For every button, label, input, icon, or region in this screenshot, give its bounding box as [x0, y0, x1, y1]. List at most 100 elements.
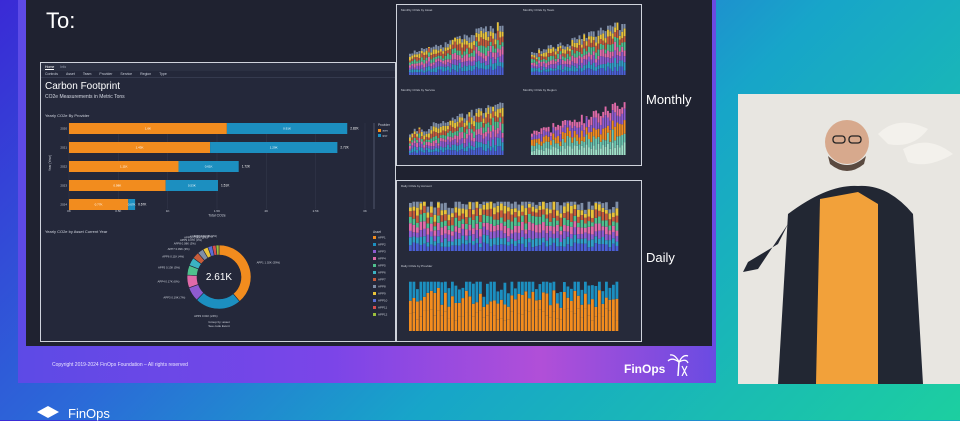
- thumb-bar-segment: [588, 132, 590, 139]
- thumb-bar-segment: [416, 223, 419, 228]
- thumb-bar-segment: [617, 145, 619, 155]
- thumb-bar-segment: [476, 41, 478, 46]
- thumb-bar-segment: [438, 129, 440, 134]
- yearly-co2e-by-asset-chart: APP1 1.02K (39%)APP2 0.61K (24%)APP3 0.1…: [47, 227, 391, 339]
- thumb-bar-segment: [416, 202, 419, 208]
- thumb-bar-segment: [614, 58, 616, 67]
- thumb-bar-segment: [605, 53, 607, 57]
- thumb-bar-segment: [499, 62, 501, 66]
- thumb-bar-segment: [500, 300, 503, 319]
- thumb-bar-segment: [416, 137, 418, 140]
- thumb-bar-segment: [430, 149, 432, 152]
- thumb-bar-segment: [593, 47, 595, 51]
- filter-asset[interactable]: Asset: [66, 72, 75, 76]
- monthly-asset-title: Monthly CO2e by Asset: [401, 8, 432, 12]
- thumb-bar-segment: [452, 118, 454, 121]
- thumb-bar-segment: [607, 133, 609, 144]
- thumb-bar-segment: [471, 124, 473, 129]
- thumb-bar-segment: [427, 247, 430, 251]
- thumb-bar-segment: [419, 51, 421, 54]
- thumb-bar-segment: [437, 216, 440, 223]
- thumb-bar-segment: [464, 118, 466, 122]
- thumb-bar-segment: [421, 148, 423, 152]
- thumb-bar-segment: [495, 44, 497, 48]
- thumb-bar-segment: [511, 204, 514, 209]
- filter-team[interactable]: Team: [83, 72, 92, 76]
- thumb-bar-segment: [411, 142, 413, 145]
- thumb-bar-segment: [617, 23, 619, 31]
- thumb-bar-segment: [621, 38, 623, 42]
- thumb-bar-segment: [473, 138, 475, 142]
- thumb-bar-segment: [483, 127, 485, 133]
- thumb-bar-segment: [480, 116, 482, 122]
- thumb-bar-segment: [546, 246, 549, 251]
- thumb-bar-segment: [549, 318, 552, 331]
- thumb-bar-segment: [593, 37, 595, 40]
- thumb-bar-segment: [466, 71, 468, 75]
- thumb-bar-segment: [413, 312, 416, 331]
- tab-info[interactable]: Info: [60, 65, 66, 69]
- thumb-bar-segment: [485, 26, 487, 32]
- thumb-bar-segment: [536, 64, 538, 66]
- thumb-bar-segment: [609, 36, 611, 44]
- thumb-bar-segment: [607, 63, 609, 67]
- thumb-bar-segment: [595, 231, 598, 236]
- segment-label: 0.98K: [113, 184, 121, 188]
- thumb-bar-segment: [538, 48, 540, 49]
- thumb-bar-segment: [416, 54, 418, 57]
- filter-type[interactable]: Type: [159, 72, 167, 76]
- thumb-bar-segment: [579, 65, 581, 69]
- thumb-bar-segment: [497, 49, 499, 53]
- thumb-bar-segment: [612, 226, 615, 232]
- thumb-bar-segment: [542, 222, 545, 230]
- thumb-bar-segment: [504, 233, 507, 238]
- filter-region[interactable]: Region: [140, 72, 151, 76]
- thumb-bar-segment: [590, 43, 592, 47]
- thumb-bar-segment: [605, 227, 608, 235]
- thumb-bar-segment: [624, 56, 626, 62]
- thumb-bar-segment: [420, 203, 423, 210]
- thumb-bar-segment: [413, 282, 416, 298]
- thumb-bar-segment: [570, 312, 573, 331]
- thumb-bar-segment: [614, 50, 616, 58]
- thumb-bar-segment: [444, 311, 447, 331]
- thumb-bar-segment: [428, 138, 430, 140]
- dashboard-controls: Controls Asset Team Provider Service Reg…: [41, 71, 395, 78]
- thumb-bar-segment: [543, 137, 545, 144]
- thumb-bar-segment: [556, 216, 559, 221]
- thumb-bar-segment: [548, 131, 550, 136]
- thumb-bar-segment: [490, 46, 492, 52]
- filter-provider[interactable]: Provider: [99, 72, 112, 76]
- thumb-bar-segment: [454, 145, 456, 151]
- thumb-bar-segment: [552, 69, 554, 71]
- thumb-bar-segment: [416, 319, 419, 331]
- daily-label: Daily: [646, 250, 675, 265]
- thumb-bar-segment: [548, 45, 550, 48]
- thumb-bar-segment: [612, 299, 615, 316]
- thumb-bar-segment: [549, 245, 552, 251]
- thumb-bar-segment: [486, 230, 489, 235]
- thumb-bar-segment: [473, 142, 475, 147]
- thumb-bar-segment: [543, 151, 545, 155]
- donut-legend-title: Asset: [373, 230, 381, 234]
- thumb-bar-segment: [567, 226, 570, 232]
- thumb-bar-segment: [476, 135, 478, 141]
- thumb-bar-segment: [483, 150, 485, 155]
- thumb-bar-segment: [411, 53, 413, 55]
- thumb-bar-segment: [607, 67, 609, 75]
- thumb-bar-segment: [536, 61, 538, 64]
- thumb-bar-segment: [497, 104, 499, 109]
- thumb-bar-segment: [440, 141, 442, 146]
- thumb-bar-segment: [469, 209, 472, 217]
- thumb-bar-segment: [497, 40, 499, 48]
- thumb-bar-segment: [602, 49, 604, 56]
- thumb-bar-segment: [531, 63, 533, 65]
- thumb-bar-segment: [409, 60, 411, 62]
- thumb-bar-segment: [555, 147, 557, 155]
- thumb-bar-segment: [581, 220, 584, 228]
- thumb-bar-segment: [539, 310, 542, 331]
- thumb-bar-segment: [428, 71, 430, 75]
- tab-home[interactable]: Home: [45, 65, 54, 70]
- filter-service[interactable]: Service: [120, 72, 132, 76]
- donut-legend-swatch-APP8: [373, 285, 376, 288]
